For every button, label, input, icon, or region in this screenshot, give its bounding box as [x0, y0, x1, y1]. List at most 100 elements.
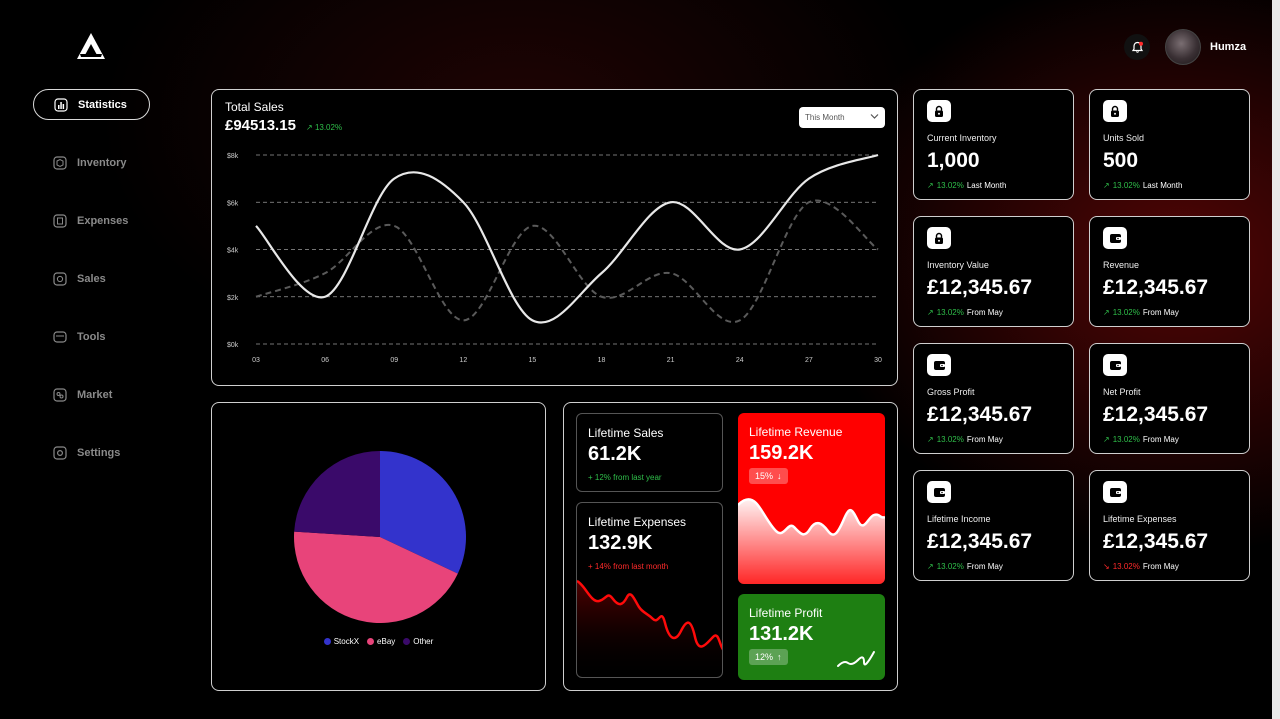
pie-slice-ebay[interactable] [294, 531, 458, 623]
sidebar: Statistics Inventory Expenses Sales Tool… [33, 89, 150, 495]
stat-change: ↗ 13.02% Last Month [1103, 181, 1182, 190]
sidebar-item-label: Expenses [77, 214, 129, 227]
stat-change: ↘ 13.02% From May [1103, 562, 1179, 571]
pie-slice-stockx[interactable] [380, 451, 466, 574]
lifetime-sales-card[interactable]: Lifetime Sales 61.2K + 12% from last yea… [576, 413, 723, 492]
stat-title: Lifetime Income [927, 514, 991, 524]
notification-button[interactable] [1124, 34, 1150, 60]
stat-change-value: 13.02% [1112, 181, 1140, 190]
trend-up-icon: ↗ [927, 308, 934, 317]
sidebar-item-expenses[interactable]: Expenses [33, 205, 150, 236]
stat-change: ↗ 13.02% From May [927, 562, 1003, 571]
sidebar-item-tools[interactable]: Tools [33, 321, 150, 352]
box-icon [53, 155, 67, 170]
stat-card-revenue[interactable]: Revenue £12,345.67 ↗ 13.02% From May [1089, 216, 1250, 327]
stat-value: £12,345.67 [1103, 530, 1209, 553]
x-tick-label: 18 [598, 357, 606, 364]
stat-card-inventory-value[interactable]: Inventory Value £12,345.67 ↗ 13.02% From May [913, 216, 1074, 327]
stat-card-gross-profit[interactable]: Gross Profit £12,345.67 ↗ 13.02% From May [913, 343, 1074, 454]
user-name[interactable]: Humza [1210, 41, 1247, 53]
wallet-icon [1103, 227, 1127, 249]
legend-label: eBay [377, 637, 396, 646]
card-value: 131.2K [749, 623, 814, 645]
bar-chart-icon [54, 97, 68, 112]
sidebar-item-statistics[interactable]: Statistics [33, 89, 150, 120]
sidebar-item-label: Statistics [78, 98, 127, 111]
card-value: 159.2K [749, 442, 814, 464]
sidebar-item-label: Sales [77, 272, 106, 285]
period-select[interactable]: This Month [799, 107, 885, 128]
stat-change: ↗ 13.02% Last Month [927, 181, 1006, 190]
stat-change-value: 13.02% [1112, 308, 1140, 317]
bell-icon [1131, 41, 1143, 53]
stat-change-value: 13.02% [1112, 435, 1140, 444]
stat-period: Last Month [1142, 181, 1183, 190]
sales-channel-pie-panel: StockX eBay Other [211, 402, 546, 691]
trend-up-icon: ↗ [1103, 181, 1110, 190]
stat-card-current-inventory[interactable]: Current Inventory 1,000 ↗ 13.02% Last Month [913, 89, 1074, 200]
gear-icon [53, 445, 67, 460]
profit-change-badge: 12% ↑ [749, 649, 788, 665]
sidebar-item-sales[interactable]: Sales [33, 263, 150, 294]
stat-title: Inventory Value [927, 260, 989, 270]
card-value: 61.2K [588, 443, 642, 465]
arrow-up-icon: ↑ [777, 652, 782, 662]
stat-period: From May [966, 562, 1003, 571]
badge-value: 12% [755, 652, 774, 662]
trend-up-sparkline-icon [837, 651, 875, 667]
triangle-logo-icon[interactable] [76, 32, 106, 60]
sidebar-item-inventory[interactable]: Inventory [33, 147, 150, 178]
x-tick-label: 12 [459, 357, 467, 364]
trend-up-icon: ↗ [927, 181, 934, 190]
stat-value: £12,345.67 [1103, 276, 1209, 299]
y-tick-label: $0k [227, 342, 239, 349]
lifetime-panel: Lifetime Sales 61.2K + 12% from last yea… [563, 402, 898, 691]
stat-card-net-profit[interactable]: Net Profit £12,345.67 ↗ 13.02% From May [1089, 343, 1250, 454]
avatar[interactable] [1165, 29, 1201, 65]
x-tick-label: 21 [667, 357, 675, 364]
legend-dot [323, 638, 331, 645]
stat-title: Lifetime Expenses [1103, 514, 1177, 524]
stat-value: 500 [1103, 149, 1139, 172]
pie-slice-other[interactable] [294, 451, 380, 537]
lifetime-profit-card[interactable]: Lifetime Profit 131.2K 12% ↑ [738, 594, 885, 680]
stat-period: From May [1142, 562, 1179, 571]
wallet-icon [927, 481, 951, 503]
stat-value: £12,345.67 [927, 403, 1033, 426]
sidebar-item-settings[interactable]: Settings [33, 437, 150, 468]
lifetime-revenue-card[interactable]: Lifetime Revenue 159.2K 15% ↓ [738, 413, 885, 584]
stat-card-lifetime-income[interactable]: Lifetime Income £12,345.67 ↗ 13.02% From May [913, 470, 1074, 581]
period-select-value: This Month [805, 113, 845, 122]
card-value: 132.9K [588, 532, 653, 554]
stat-card-units-sold[interactable]: Units Sold 500 ↗ 13.02% Last Month [1089, 89, 1250, 200]
sales-change-value: 13.02% [314, 123, 343, 132]
lifetime-expenses-card[interactable]: Lifetime Expenses 132.9K + 14% from last… [576, 502, 723, 678]
sidebar-item-label: Inventory [77, 156, 127, 169]
window-edge [1272, 0, 1280, 719]
card-title: Lifetime Expenses [588, 515, 687, 529]
stat-title: Revenue [1103, 260, 1140, 270]
stat-period: From May [1142, 435, 1179, 444]
sales-change: ↗ 13.02% [306, 123, 342, 132]
x-tick-label: 09 [390, 357, 398, 364]
sales-line-chart: $0k $2k $4k $6k $8k 03 06 09 12 15 18 21 24 27 30 [227, 153, 882, 364]
stat-change-value: 13.02% [936, 435, 964, 444]
revenue-change-badge: 15% ↓ [749, 468, 788, 484]
wallet-icon [1103, 354, 1127, 376]
stat-change: ↗ 13.02% From May [927, 435, 1003, 444]
card-subtext: + 12% from last year [588, 473, 662, 482]
toolbox-icon [53, 330, 67, 343]
legend-label: StockX [333, 637, 360, 646]
total-sales-panel: $0k $2k $4k $6k $8k 03 06 09 12 15 18 21 24 27 30 Tota… [211, 89, 898, 386]
sidebar-item-market[interactable]: Market [33, 379, 150, 410]
badge-value: 15% [755, 471, 774, 481]
stat-value: £12,345.67 [927, 276, 1033, 299]
wallet-icon [1103, 481, 1127, 503]
series-line-solid [255, 153, 879, 324]
legend-item-ebay: eBay [367, 637, 395, 646]
y-tick-label: $4k [227, 248, 239, 255]
pie-legend: StockX eBay Other [212, 637, 545, 646]
lock-icon [1103, 100, 1127, 122]
stat-card-lifetime-expenses[interactable]: Lifetime Expenses £12,345.67 ↘ 13.02% From M… [1089, 470, 1250, 581]
legend-item-other: Other [403, 637, 433, 646]
